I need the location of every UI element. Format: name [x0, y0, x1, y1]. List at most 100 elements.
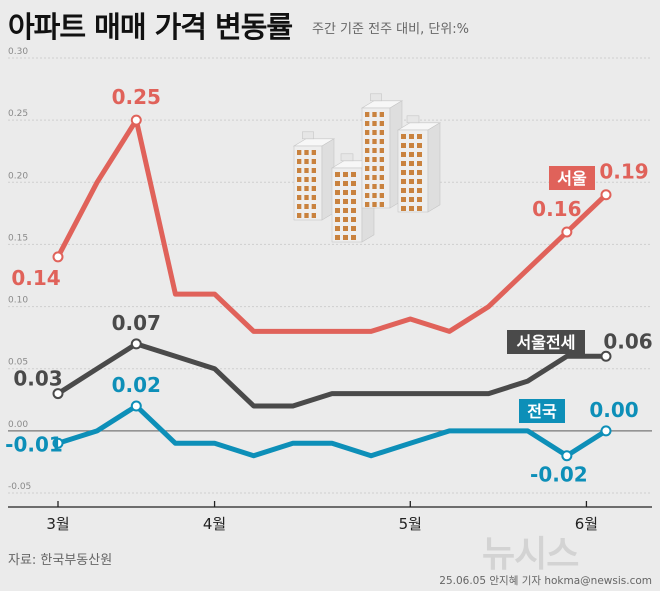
building-window — [304, 159, 309, 164]
building-window — [401, 134, 406, 139]
data-point — [600, 189, 612, 201]
x-tick-label: 4월 — [203, 515, 226, 533]
building-rooftop — [370, 93, 382, 102]
series-line-seoul-jeonse — [55, 341, 609, 409]
building-window — [409, 188, 414, 193]
data-point — [130, 114, 142, 126]
building-window — [297, 204, 302, 209]
building-window — [372, 121, 377, 126]
data-label: 0.25 — [112, 85, 161, 109]
building-window — [379, 184, 384, 189]
building-window — [379, 175, 384, 180]
building-window — [372, 193, 377, 198]
building-window — [351, 217, 356, 222]
building-window — [372, 148, 377, 153]
building-window — [335, 235, 340, 240]
building-window — [304, 213, 309, 218]
building-window — [304, 195, 309, 200]
building-window — [417, 152, 422, 157]
data-label: 0.02 — [112, 373, 161, 397]
data-label: -0.02 — [530, 463, 588, 487]
building-window — [417, 170, 422, 175]
building-window — [365, 175, 370, 180]
building-window — [417, 134, 422, 139]
building-window — [335, 208, 340, 213]
apartment-building — [360, 93, 404, 209]
building-window — [297, 213, 302, 218]
legend-box — [549, 166, 595, 190]
data-point — [561, 226, 573, 238]
data-point — [561, 450, 573, 462]
building-window — [311, 195, 316, 200]
building-window — [304, 186, 309, 191]
building-window — [409, 170, 414, 175]
building-window — [297, 195, 302, 200]
building-window — [417, 161, 422, 166]
building-window — [379, 121, 384, 126]
building-window — [351, 181, 356, 186]
building-window — [372, 184, 377, 189]
building-window — [343, 226, 348, 231]
building-window — [351, 190, 356, 195]
building-window — [304, 150, 309, 155]
legend-box — [519, 399, 565, 423]
data-label: 0.14 — [11, 266, 60, 290]
building-window — [372, 175, 377, 180]
y-tick-label: 0.00 — [8, 420, 28, 430]
building-window — [311, 168, 316, 173]
building-window — [365, 130, 370, 135]
x-tick-label: 5월 — [399, 515, 422, 533]
data-label: 0.03 — [13, 367, 62, 391]
building-window — [335, 190, 340, 195]
building-window — [365, 157, 370, 162]
building-window — [335, 217, 340, 222]
chart-subtitle: 주간 기준 전주 대비, 단위:% — [312, 22, 469, 37]
building-window — [297, 186, 302, 191]
x-tick-label: 6월 — [575, 515, 598, 533]
building-window — [335, 199, 340, 204]
building-window — [417, 179, 422, 184]
building-window — [372, 112, 377, 117]
legend-label: 서울 — [557, 169, 587, 188]
building-window — [343, 181, 348, 186]
building-window — [351, 172, 356, 177]
building-window — [304, 204, 309, 209]
building-window — [365, 184, 370, 189]
building-window — [401, 206, 406, 211]
building-window — [379, 112, 384, 117]
building-window — [401, 143, 406, 148]
building-window — [297, 168, 302, 173]
y-tick-label: 0.20 — [8, 171, 28, 181]
building-window — [379, 166, 384, 171]
building-window — [311, 150, 316, 155]
source-note: 자료: 한국부동산원 — [8, 553, 113, 568]
building-window — [335, 181, 340, 186]
building-window — [343, 217, 348, 222]
building-window — [409, 179, 414, 184]
building-window — [409, 197, 414, 202]
building-window — [351, 235, 356, 240]
building-window — [311, 177, 316, 182]
building-window — [311, 186, 316, 191]
building-window — [372, 157, 377, 162]
building-window — [343, 172, 348, 177]
building-window — [379, 148, 384, 153]
building-window — [311, 159, 316, 164]
building-window — [409, 143, 414, 148]
building-window — [365, 193, 370, 198]
building-window — [417, 206, 422, 211]
y-tick-label: 0.10 — [8, 296, 28, 306]
data-label: 0.07 — [112, 311, 161, 335]
building-window — [343, 199, 348, 204]
building-window — [335, 172, 340, 177]
legend-box — [507, 330, 585, 354]
building-window — [401, 161, 406, 166]
building-window — [365, 166, 370, 171]
building-window — [343, 208, 348, 213]
building-window — [379, 157, 384, 162]
building-window — [311, 213, 316, 218]
page-title: 아파트 매매 가격 변동률 — [8, 10, 293, 44]
building-window — [417, 197, 422, 202]
